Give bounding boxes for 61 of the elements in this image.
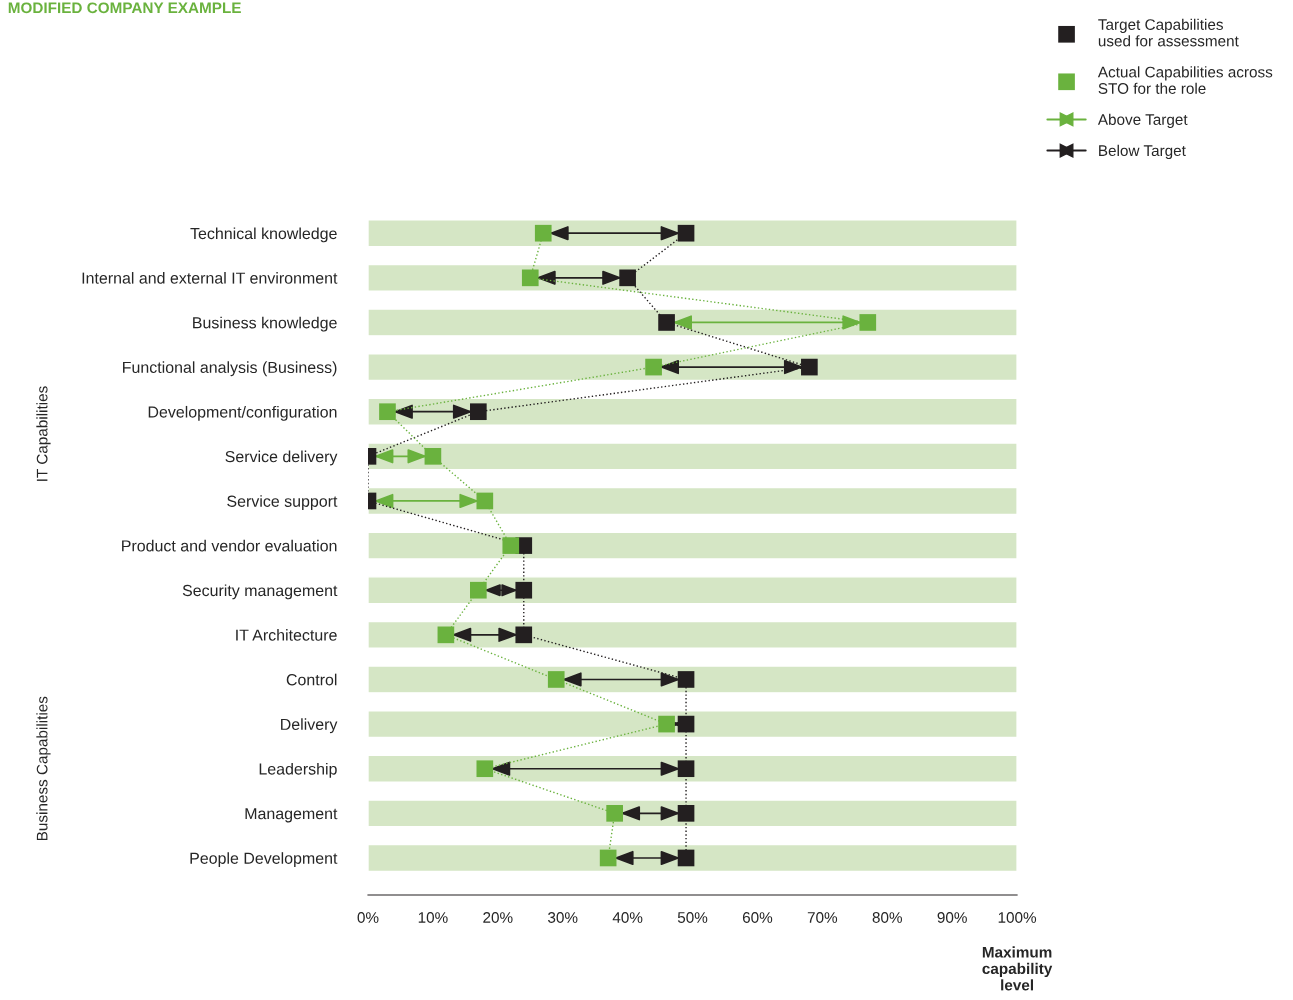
- point: [677, 849, 695, 867]
- y-tick-label: Internal and external IT environment: [82, 272, 338, 284]
- point: [424, 448, 442, 465]
- point: [677, 760, 695, 778]
- point: [470, 403, 487, 421]
- x-tick-label: 70%: [807, 912, 838, 923]
- point: [645, 358, 662, 376]
- point: [476, 760, 494, 778]
- x-axis-title: Maximum capability level: [982, 946, 1053, 991]
- x-tick-label: 20%: [483, 912, 513, 923]
- y-tick-label: Delivery: [281, 718, 338, 734]
- point: [801, 358, 818, 376]
- point: [677, 715, 695, 733]
- x-tick-label: 0%: [357, 912, 379, 923]
- point: [859, 314, 877, 331]
- y-tick-label: Functional analysis (Business): [123, 361, 337, 377]
- point: [470, 581, 487, 599]
- y-tick-label: IT Architecture: [236, 629, 337, 641]
- x-tick-label: 100%: [998, 912, 1037, 923]
- point: [658, 715, 675, 733]
- point: [677, 805, 695, 822]
- text: Below Target: [1099, 144, 1186, 160]
- x-tick-label: 50%: [677, 912, 708, 923]
- y-tick-label: Business knowledge: [193, 316, 337, 332]
- point: [658, 314, 675, 331]
- legend-label: Target Capabilities used for assessment: [1098, 18, 1239, 47]
- point: [547, 671, 565, 688]
- point: [379, 403, 396, 421]
- point: [677, 224, 695, 242]
- x-tick-label: 60%: [742, 912, 773, 923]
- point: [515, 626, 533, 644]
- y-tick-label: Technical knowledge: [190, 227, 337, 243]
- y-tick-label: Development/configuration: [148, 405, 337, 421]
- point: [515, 581, 533, 599]
- legend-label: Actual Capabilities across STO for the role: [1097, 66, 1273, 94]
- point: [502, 537, 520, 554]
- point: [677, 671, 695, 688]
- point: [619, 269, 636, 287]
- x-tick-label: 90%: [937, 912, 967, 923]
- y-tick-label: People Development: [190, 852, 338, 868]
- x-tick-label: 80%: [872, 912, 902, 923]
- y-tick-label: Management: [245, 808, 338, 823]
- y-tick-label: Service support: [227, 495, 338, 511]
- y-tick-label: Product and vendor evaluation: [122, 539, 337, 552]
- point: [521, 269, 539, 287]
- y-tick-label: Service delivery: [225, 450, 338, 466]
- text: Above Target: [1097, 113, 1188, 128]
- x-tick-label: 30%: [548, 912, 578, 923]
- x-tick-label: 10%: [418, 912, 448, 923]
- x-tick-label: 40%: [612, 912, 643, 923]
- point: [599, 849, 617, 867]
- y-tick-label: Security management: [182, 584, 338, 600]
- point: [476, 492, 494, 510]
- point: [534, 224, 552, 242]
- text: Business Capabilities: [36, 696, 51, 841]
- point: [437, 626, 455, 644]
- text: IT Capabilities: [36, 386, 51, 481]
- point: [606, 805, 623, 822]
- y-tick-label: Leadership: [259, 762, 337, 778]
- y-tick-label: Control: [286, 673, 337, 686]
- text: MODIFIED COMPANY EXAMPLE: [8, 2, 241, 14]
